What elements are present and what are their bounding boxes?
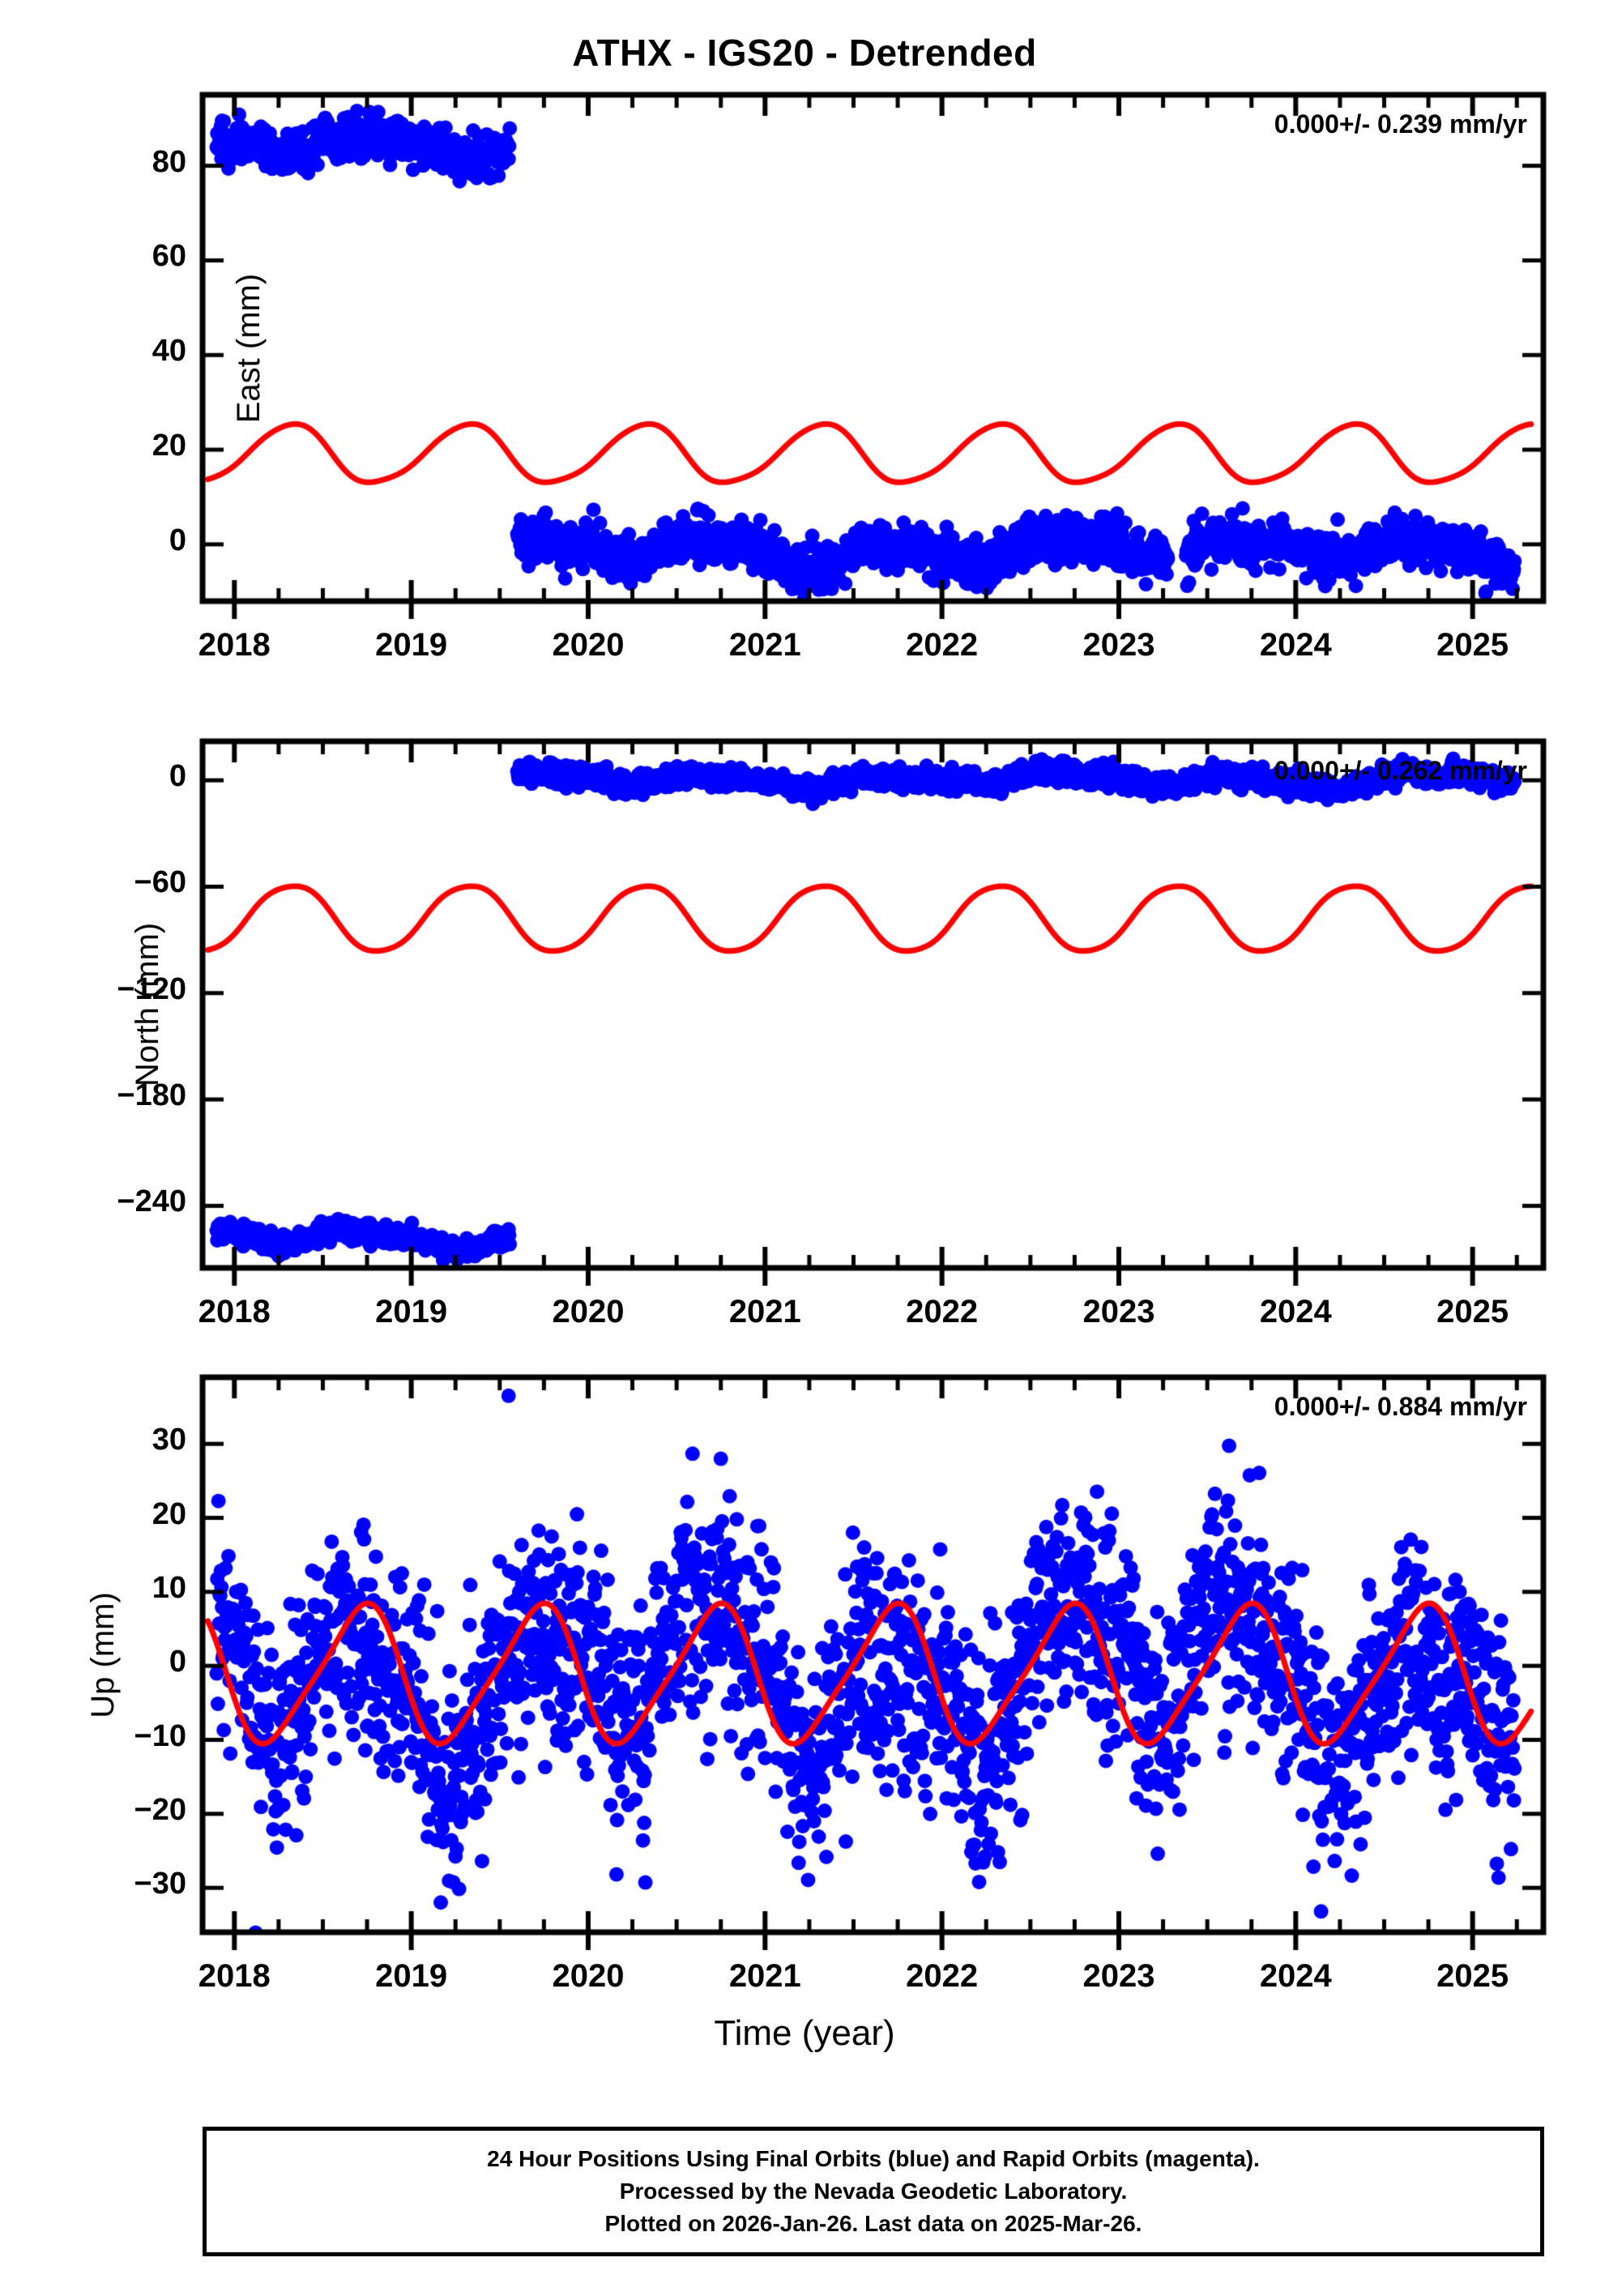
x-tick-label-east-2021: 2021 (728, 627, 801, 663)
y-tick-label-north-0: 0 (169, 759, 186, 794)
y-tick-label-north--240: −240 (117, 1184, 186, 1219)
y-tick-label-up-10: 10 (152, 1570, 186, 1605)
y-tick-label-east-40: 40 (152, 334, 186, 369)
y-tick-label-east-60: 60 (152, 239, 186, 274)
x-tick-label-east-2022: 2022 (906, 627, 979, 663)
y-tick-label-north--120: −120 (117, 971, 186, 1006)
x-tick-label-north-2023: 2023 (1082, 1294, 1155, 1329)
y-tick-label-up--20: −20 (134, 1792, 186, 1827)
x-tick-label-up-2020: 2020 (552, 1958, 625, 1994)
x-tick-label-north-2019: 2019 (375, 1294, 448, 1329)
y-tick-label-up-0: 0 (169, 1645, 186, 1679)
x-tick-label-north-2025: 2025 (1436, 1294, 1509, 1329)
y-tick-label-up-20: 20 (152, 1496, 186, 1531)
x-tick-label-east-2024: 2024 (1259, 627, 1332, 663)
x-tick-label-east-2025: 2025 (1436, 627, 1509, 663)
y-tick-label-north--180: −180 (117, 1078, 186, 1113)
y-tick-label-east-80: 80 (152, 144, 186, 179)
x-tick-label-up-2022: 2022 (906, 1958, 979, 1994)
time-axis-label: Time (year) (714, 2013, 895, 2053)
y-tick-label-north--60: −60 (134, 865, 186, 900)
caption-line-3: Plotted on 2026-Jan-26. Last data on 202… (604, 2211, 1142, 2236)
x-tick-label-north-2022: 2022 (906, 1294, 979, 1329)
y-tick-label-east-20: 20 (152, 429, 186, 463)
north-rate-annotation: 0.000+/- 0.262 mm/yr (1274, 756, 1527, 785)
x-tick-label-up-2024: 2024 (1259, 1958, 1332, 1994)
x-tick-label-up-2018: 2018 (198, 1958, 271, 1994)
x-tick-label-east-2019: 2019 (375, 627, 448, 663)
x-tick-label-north-2024: 2024 (1259, 1294, 1332, 1329)
caption-line-1: 24 Hour Positions Using Final Orbits (bl… (487, 2146, 1260, 2171)
y-tick-label-up--10: −10 (134, 1718, 186, 1753)
up-rate-annotation: 0.000+/- 0.884 mm/yr (1274, 1392, 1527, 1421)
x-tick-label-east-2023: 2023 (1082, 627, 1155, 663)
x-tick-label-up-2025: 2025 (1436, 1958, 1509, 1994)
x-tick-label-north-2018: 2018 (198, 1294, 271, 1329)
y-tick-label-up-30: 30 (152, 1423, 186, 1457)
x-tick-label-up-2023: 2023 (1082, 1958, 1155, 1994)
page-title: ATHX - IGS20 - Detrended (572, 32, 1037, 74)
x-tick-label-up-2019: 2019 (375, 1958, 448, 1994)
y-tick-label-east-0: 0 (169, 523, 186, 557)
east-rate-annotation: 0.000+/- 0.239 mm/yr (1274, 109, 1527, 139)
east-axis-label: East (mm) (231, 273, 267, 423)
caption-line-2: Processed by the Nevada Geodetic Laborat… (619, 2179, 1128, 2204)
y-tick-label-up--30: −30 (134, 1867, 186, 1901)
x-tick-label-north-2020: 2020 (552, 1294, 625, 1329)
x-tick-label-north-2021: 2021 (728, 1294, 801, 1329)
x-tick-label-up-2021: 2021 (728, 1958, 801, 1994)
caption-box: 24 Hour Positions Using Final Orbits (bl… (203, 2127, 1544, 2256)
x-tick-label-east-2018: 2018 (198, 627, 271, 663)
x-tick-label-east-2020: 2020 (552, 627, 625, 663)
